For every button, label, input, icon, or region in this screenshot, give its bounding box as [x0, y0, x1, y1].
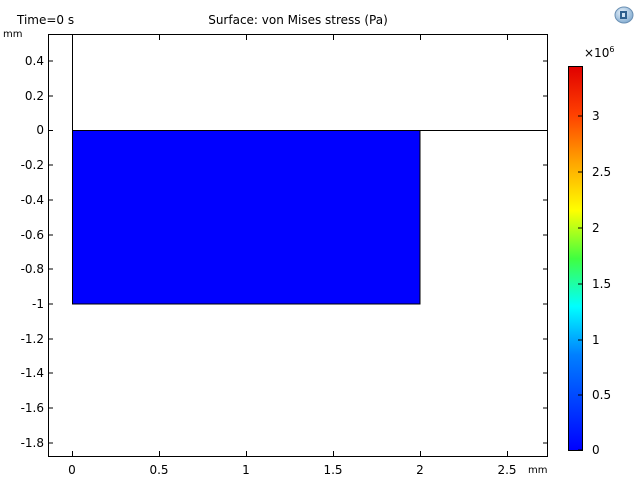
- y-tick-label: -0.6: [20, 228, 44, 242]
- app-logo-icon[interactable]: [614, 6, 634, 24]
- y-tick-label: -1: [32, 297, 44, 311]
- colorbar-multiplier: ×106: [584, 43, 614, 60]
- x-tick-label: 0: [68, 463, 76, 477]
- colorbar-tick-label: 2.5: [592, 165, 612, 179]
- colorbar-multiplier-base: ×10: [584, 46, 610, 60]
- x-tick-label: 1.5: [323, 463, 343, 477]
- y-tick-label: -1.8: [20, 436, 44, 450]
- colorbar-exponent: 6: [609, 45, 615, 54]
- x-tick-label: 0.5: [149, 463, 169, 477]
- x-axis-unit: mm: [528, 465, 548, 476]
- y-tick-label: -0.8: [20, 262, 44, 276]
- colorbar-legend: [568, 66, 583, 451]
- stress-surface: [72, 130, 421, 305]
- x-tick-label: 2.5: [497, 463, 517, 477]
- y-tick-label: -1.6: [20, 401, 44, 415]
- colorbar-tick-label: 1.5: [592, 277, 612, 291]
- y-axis-unit: mm: [3, 29, 23, 40]
- colorbar-tick-label: 1: [592, 333, 600, 347]
- time-label: Time=0 s: [17, 13, 75, 27]
- plot-title: Surface: von Mises stress (Pa): [208, 13, 388, 27]
- axes-frame: [48, 34, 548, 457]
- y-tick-label: -1.2: [20, 332, 44, 346]
- x-tick-label: 1: [242, 463, 250, 477]
- colorbar-tick-label: 3: [592, 109, 600, 123]
- y-tick-label: 0.4: [24, 54, 44, 68]
- y-tick-label: 0: [36, 123, 44, 137]
- y-tick-marks: [48, 60, 548, 444]
- colorbar-tick-marks: [578, 115, 583, 451]
- y-tick-label: -1.4: [20, 366, 44, 380]
- y-tick-label: -0.2: [20, 158, 44, 172]
- y-tick-label: -0.4: [20, 193, 44, 207]
- x-tick-label: 2: [416, 463, 424, 477]
- colorbar-tick-label: 0: [592, 443, 600, 457]
- y-tick-label: 0.2: [24, 89, 44, 103]
- colorbar-tick-label: 2: [592, 221, 600, 235]
- colorbar-tick-label: 0.5: [592, 388, 612, 402]
